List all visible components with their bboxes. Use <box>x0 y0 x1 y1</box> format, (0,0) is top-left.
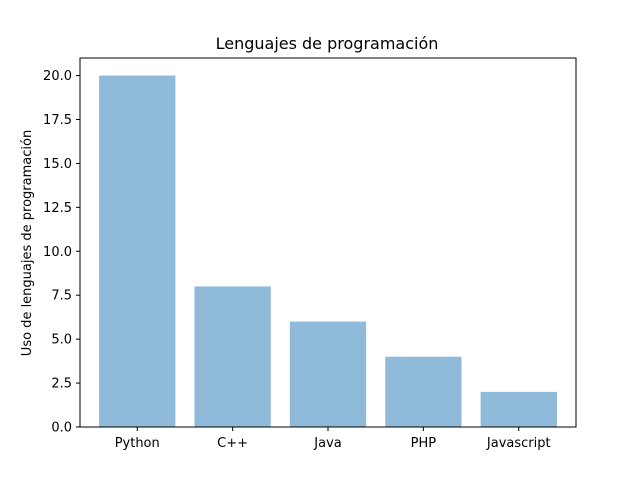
y-tick-label: 15.0 <box>43 157 72 172</box>
x-tick-label: Java <box>313 436 341 451</box>
y-axis-label: Uso de lenguajes de programación <box>20 130 35 356</box>
y-tick-label: 0.0 <box>51 421 72 436</box>
y-tick-label: 7.5 <box>51 289 72 304</box>
y-tick-label: 17.5 <box>43 113 72 128</box>
bar-javascript <box>480 391 557 427</box>
y-tick-label: 12.5 <box>43 201 72 216</box>
chart-title: Lenguajes de programación <box>216 34 439 53</box>
bar-php <box>385 356 462 427</box>
y-tick-label: 20.0 <box>43 69 72 84</box>
y-tick-label: 2.5 <box>51 377 72 392</box>
y-tick-label: 10.0 <box>43 245 72 260</box>
x-tick-label: Python <box>115 436 160 451</box>
bar-c- <box>194 286 271 427</box>
plot-area: 0.0 2.5 5.0 7.5 10.0 12.5 15.0 17.5 20.0 Python C+… <box>43 57 577 451</box>
x-tick-label: PHP <box>411 436 437 451</box>
bar-java <box>289 321 367 427</box>
x-tick-label: Javascript <box>486 436 551 451</box>
bar-python <box>99 75 176 427</box>
y-tick-label: 5.0 <box>51 333 72 348</box>
x-tick-label: C++ <box>217 436 248 451</box>
